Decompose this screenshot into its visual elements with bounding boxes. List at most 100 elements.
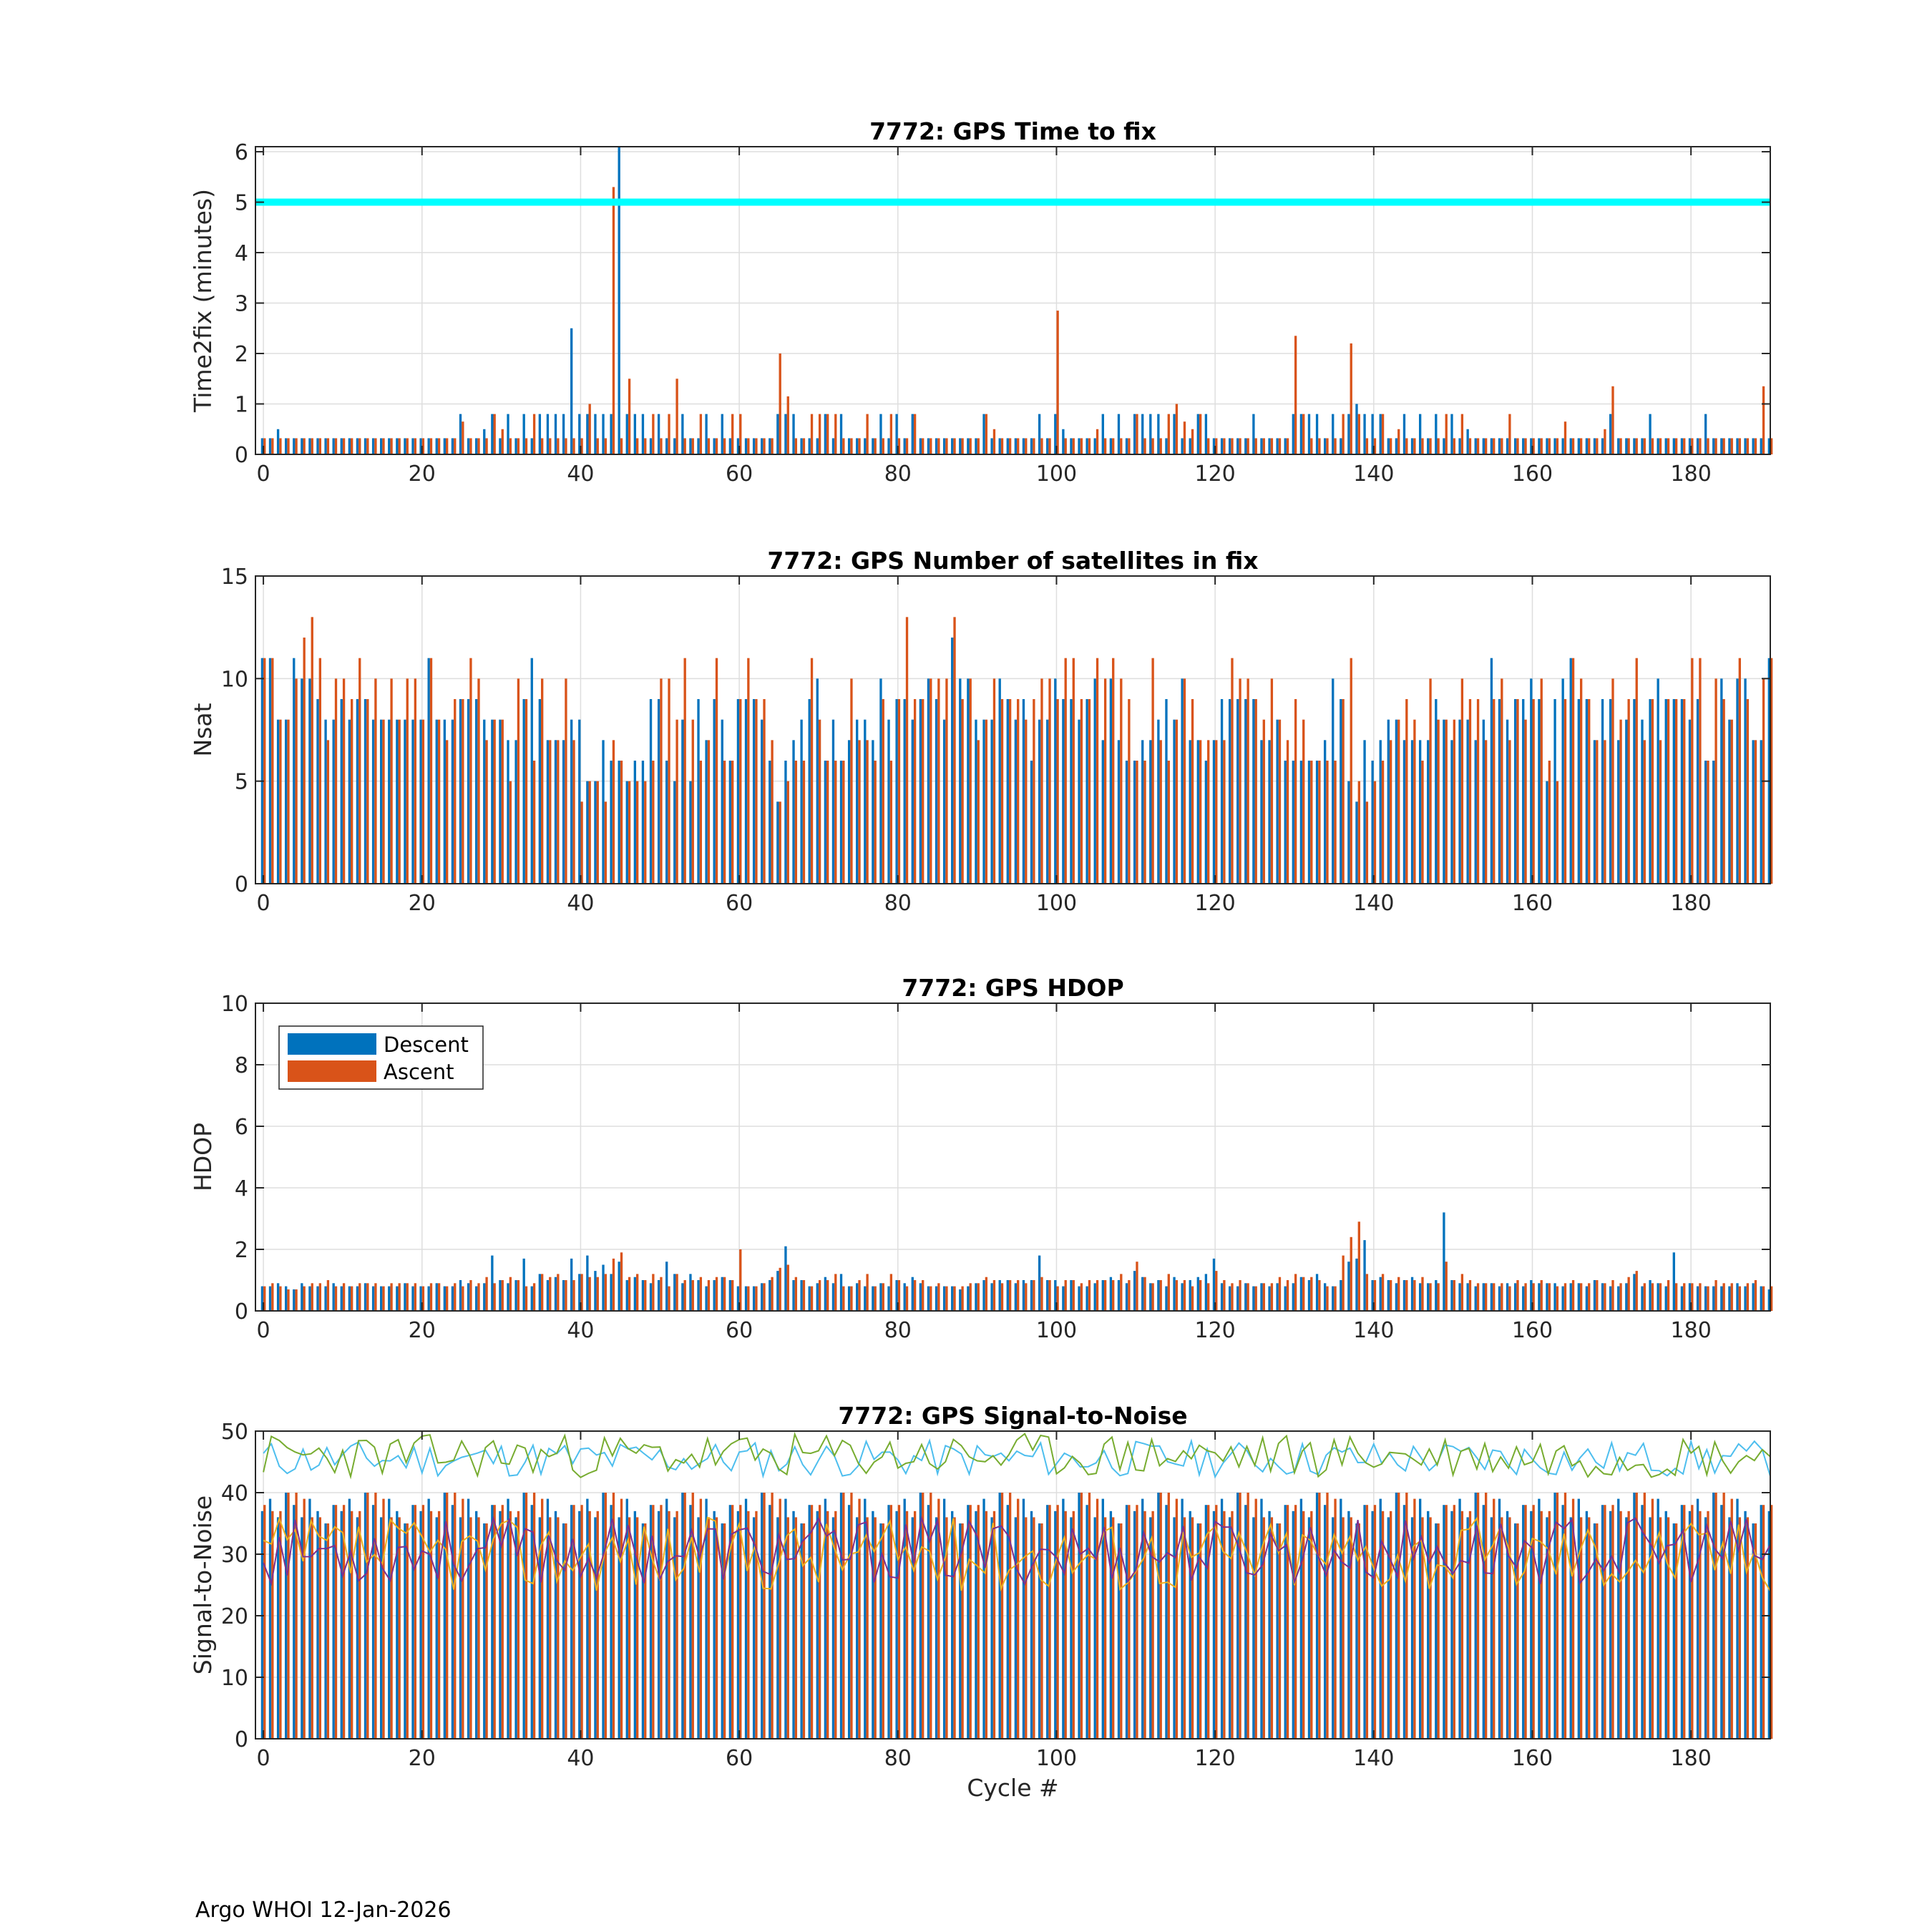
- bar-ascent: [985, 1511, 988, 1739]
- bar-descent: [959, 1289, 962, 1311]
- bar-ascent: [755, 438, 758, 454]
- bar-descent: [1427, 438, 1430, 454]
- bar-ascent: [1604, 1283, 1606, 1311]
- bar-descent: [618, 761, 620, 884]
- bar-descent: [356, 438, 359, 454]
- bar-ascent: [1540, 1280, 1543, 1311]
- bar-descent: [1220, 1283, 1224, 1311]
- bar-descent: [1340, 699, 1342, 884]
- bar-descent: [1117, 1280, 1121, 1311]
- bar-ascent: [1588, 699, 1591, 884]
- bar-descent: [1712, 1493, 1715, 1739]
- bar-descent: [451, 719, 454, 884]
- bar-descent: [1196, 1277, 1199, 1311]
- bar-ascent: [1064, 1511, 1067, 1739]
- bar-descent: [514, 1517, 517, 1739]
- bar-descent: [942, 1498, 946, 1739]
- bar-ascent: [1516, 438, 1519, 454]
- bar-ascent: [454, 1493, 457, 1739]
- bar-descent: [1347, 1511, 1350, 1739]
- bar-ascent: [802, 1280, 806, 1311]
- bar-descent: [736, 438, 740, 454]
- bar-descent: [1141, 414, 1144, 454]
- bar-ascent: [683, 438, 686, 454]
- bar-descent: [1395, 438, 1398, 454]
- bar-ascent: [802, 438, 806, 454]
- bar-descent: [935, 438, 938, 454]
- bar-descent: [1625, 1283, 1628, 1311]
- bar-descent: [260, 658, 264, 884]
- bar-descent: [1189, 438, 1191, 454]
- bar-ascent: [961, 1286, 964, 1311]
- bar-ascent: [390, 678, 393, 884]
- bar-ascent: [1579, 438, 1583, 454]
- bar-ascent: [1215, 740, 1218, 884]
- bar-ascent: [731, 1505, 734, 1739]
- bar-descent: [1458, 438, 1461, 454]
- bar-descent: [1038, 414, 1041, 454]
- bar-ascent: [826, 1511, 829, 1739]
- bar-descent: [1332, 1286, 1335, 1311]
- bar-descent: [935, 699, 938, 884]
- bar-descent: [332, 438, 335, 454]
- bar-ascent: [1691, 1283, 1694, 1311]
- chart-title: 7772: GPS Time to fix: [869, 117, 1156, 145]
- bar-descent: [705, 1286, 708, 1311]
- bar-descent: [586, 781, 589, 884]
- bar-descent: [301, 1517, 303, 1739]
- bar-descent: [1513, 1283, 1517, 1311]
- bar-ascent: [683, 1280, 686, 1311]
- panel-1: [255, 146, 1773, 455]
- bar-descent: [371, 719, 375, 884]
- bar-descent: [1704, 1286, 1707, 1311]
- bar-descent: [1482, 1283, 1485, 1311]
- bar-ascent: [318, 658, 321, 884]
- bar-ascent: [1501, 1283, 1503, 1311]
- bar-descent: [776, 1271, 779, 1311]
- bar-ascent: [1674, 1523, 1678, 1739]
- bar-ascent: [1746, 699, 1750, 884]
- bar-ascent: [1365, 1274, 1369, 1311]
- bar-ascent: [786, 1517, 789, 1739]
- bar-ascent: [1667, 438, 1670, 454]
- bar-ascent: [572, 740, 575, 884]
- bar-ascent: [1048, 1280, 1051, 1311]
- bar-ascent: [1159, 1280, 1162, 1311]
- bar-descent: [1427, 1511, 1430, 1739]
- bar-descent: [1617, 740, 1620, 884]
- bar-descent: [1252, 1286, 1255, 1311]
- bar-ascent: [1643, 1493, 1646, 1739]
- bar-ascent: [1302, 1511, 1305, 1739]
- bar-ascent: [326, 1280, 330, 1311]
- bar-descent: [1157, 719, 1160, 884]
- bar-descent: [1228, 1517, 1231, 1739]
- bar-descent: [633, 414, 637, 454]
- bar-ascent: [699, 414, 703, 454]
- bar-descent: [872, 438, 874, 454]
- bar-descent: [1323, 740, 1327, 884]
- bar-ascent: [1048, 678, 1051, 884]
- bar-ascent: [1493, 1283, 1496, 1311]
- bar-ascent: [874, 438, 877, 454]
- bar-descent: [1379, 740, 1382, 884]
- bar-ascent: [565, 438, 567, 454]
- bar-descent: [721, 719, 723, 884]
- bar-descent: [1181, 678, 1184, 884]
- bar-descent: [1062, 1498, 1065, 1739]
- bar-descent: [451, 438, 454, 454]
- bar-ascent: [1350, 343, 1352, 454]
- bar-ascent: [525, 438, 528, 454]
- bar-descent: [316, 699, 319, 884]
- bar-descent: [1490, 438, 1493, 454]
- bar-ascent: [1699, 1283, 1702, 1311]
- bar-descent: [1728, 1517, 1731, 1739]
- bar-descent: [546, 740, 550, 884]
- bar-ascent: [414, 1283, 417, 1311]
- bar-ascent: [1040, 1523, 1043, 1739]
- bar-ascent: [913, 699, 917, 884]
- bar-descent: [467, 699, 470, 884]
- bar-descent: [951, 438, 954, 454]
- bar-descent: [1617, 1286, 1620, 1311]
- bar-descent: [371, 1286, 375, 1311]
- bar-descent: [831, 1517, 835, 1739]
